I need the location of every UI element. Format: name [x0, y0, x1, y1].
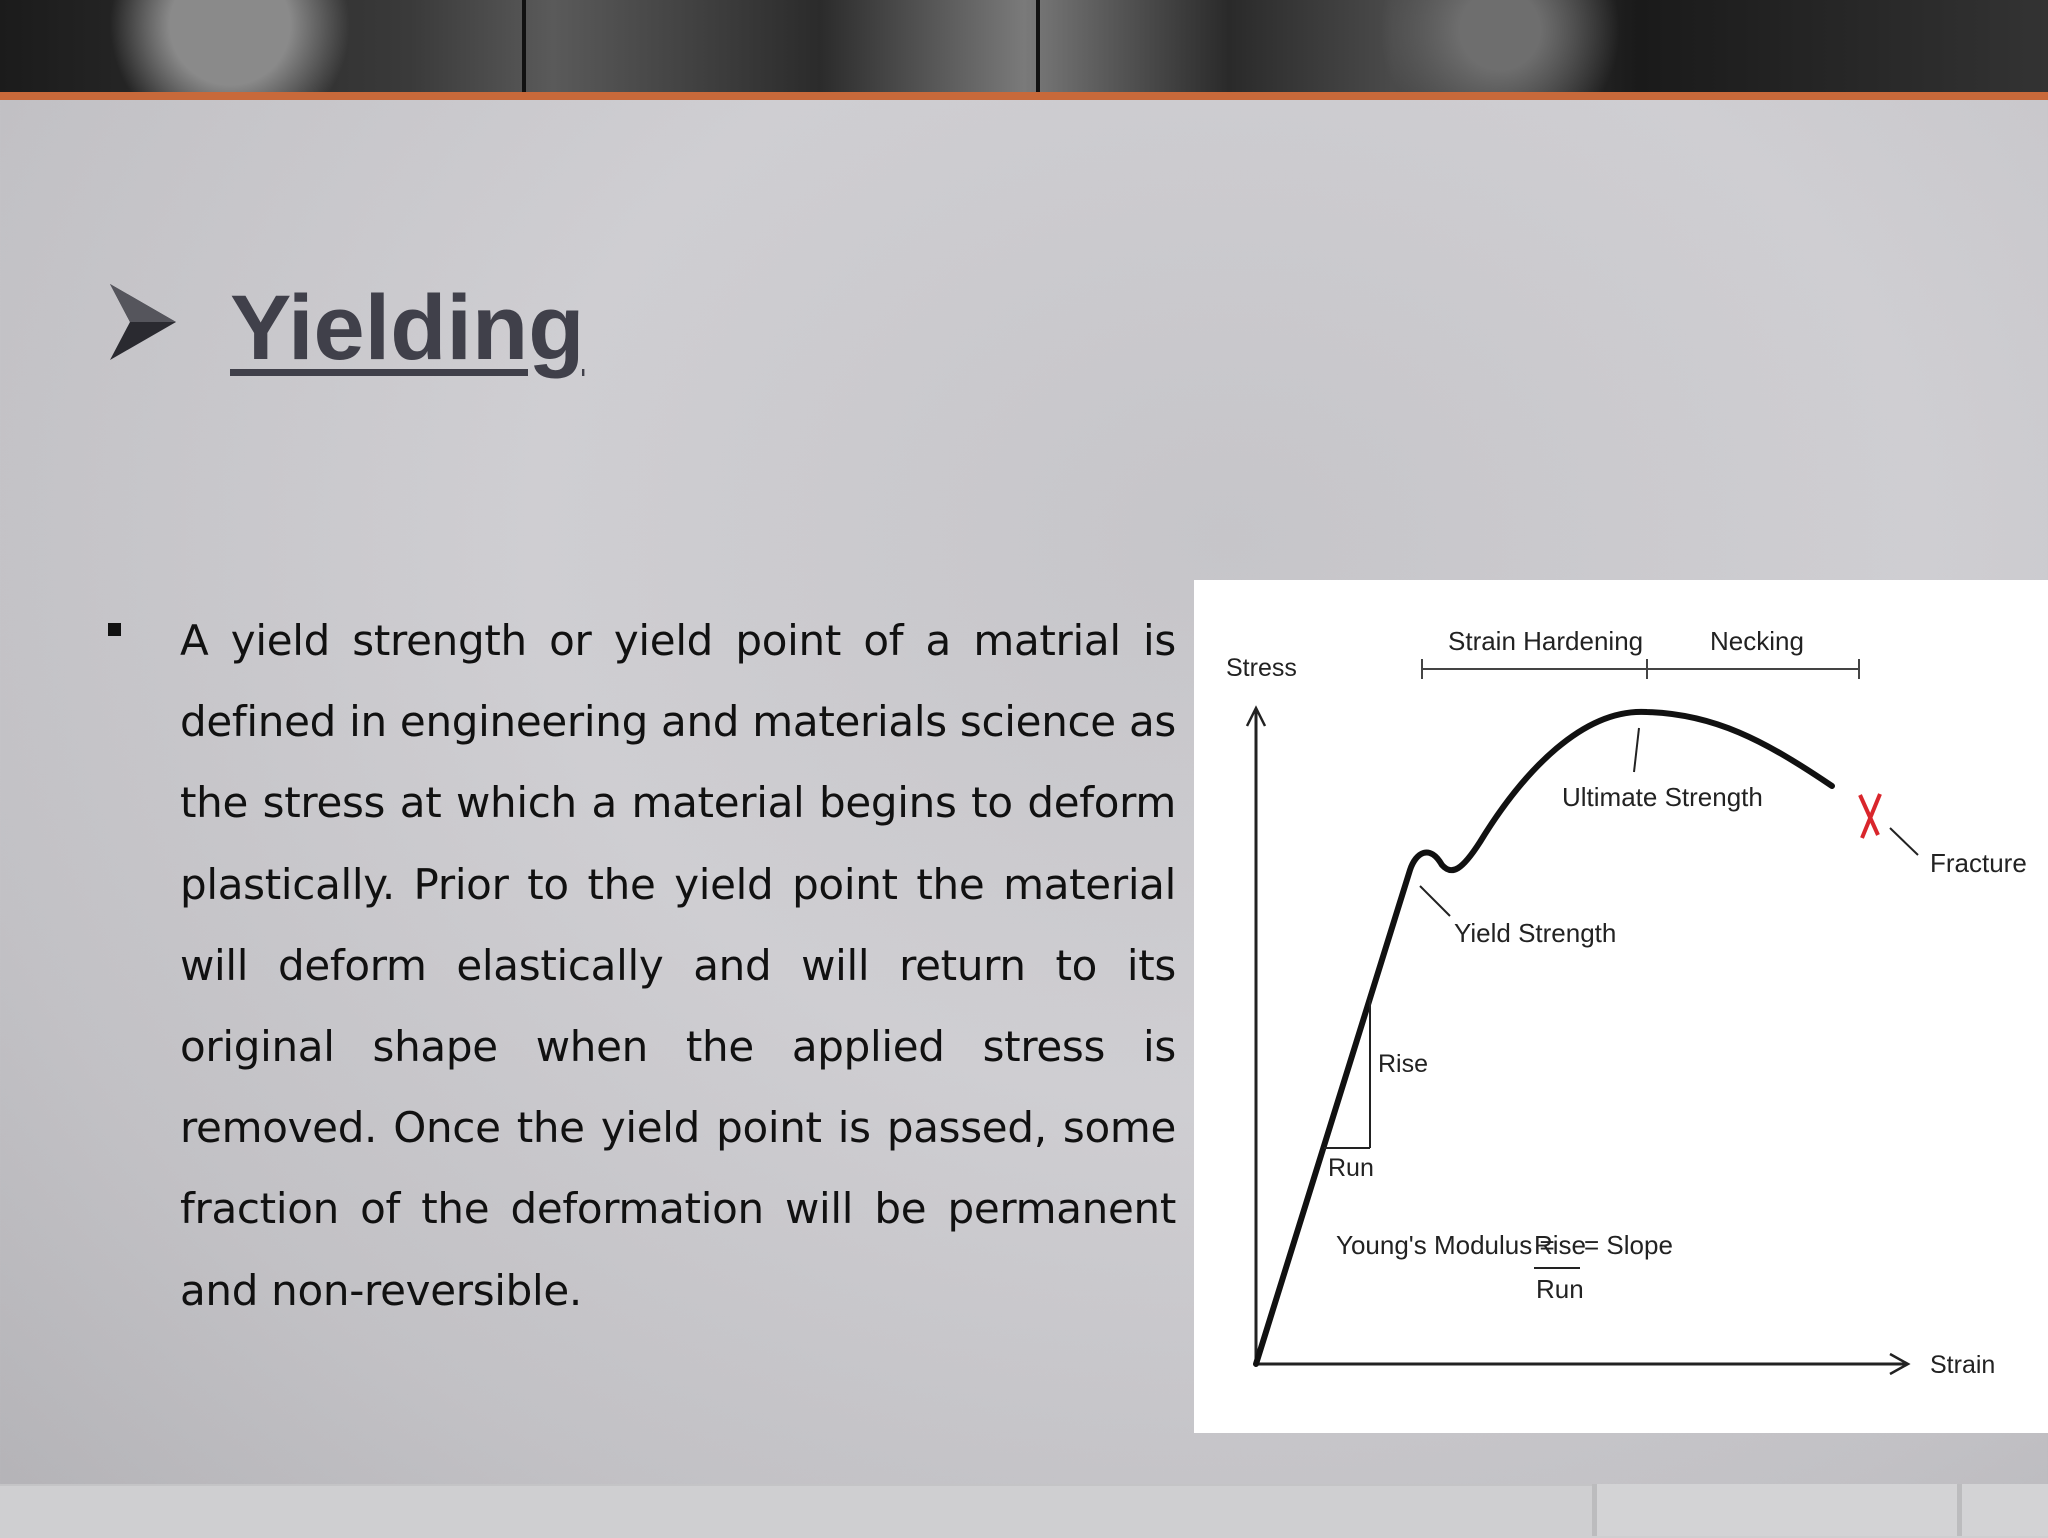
slide-title: Yielding	[230, 277, 585, 379]
rise-label: Rise	[1378, 1050, 1428, 1078]
fracture-mark	[1860, 793, 1882, 839]
necking-label: Necking	[1710, 626, 1804, 656]
square-bullet-icon	[108, 623, 121, 636]
fracture-mark	[1858, 794, 1880, 836]
body-paragraph: A yield strength or yield point of a mat…	[180, 616, 1176, 1315]
stress-strain-curve	[1253, 708, 1835, 1367]
strain-hardening-label: Strain Hardening	[1448, 626, 1643, 656]
x-axis-arrowhead	[1889, 1352, 1911, 1376]
yield-strength-leader	[1419, 885, 1451, 917]
footer-cell	[1957, 1484, 2048, 1536]
stress-strain-svg: Stress Strain Strain Hardening Necking F…	[1226, 626, 2027, 1379]
formula-numerator: Rise	[1534, 1230, 1586, 1260]
ultimate-strength-label: Ultimate Strength	[1562, 782, 1763, 812]
arrow-bullet-icon	[110, 284, 176, 360]
stress-strain-diagram: Stress Strain Strain Hardening Necking F…	[1194, 580, 2048, 1433]
formula-denominator: Run	[1536, 1274, 1584, 1304]
header-divider	[1036, 0, 1040, 92]
accent-rule	[0, 92, 2048, 100]
footer-cell	[1592, 1484, 1957, 1536]
y-axis-arrowhead	[1245, 705, 1267, 727]
ultimate-strength-leader	[1633, 727, 1640, 773]
formula-equals-slope: = Slope	[1584, 1230, 1673, 1260]
x-axis-label: Strain	[1930, 1351, 1995, 1379]
header-image-band	[0, 0, 2048, 92]
run-label: Run	[1328, 1154, 1374, 1182]
header-divider	[522, 0, 526, 92]
formula-lhs: Young's Modulus =	[1336, 1230, 1555, 1260]
fracture-leader	[1889, 827, 1919, 856]
yield-strength-label: Yield Strength	[1454, 918, 1616, 948]
y-axis-label: Stress	[1226, 654, 1297, 682]
fracture-label: Fracture	[1930, 848, 2027, 878]
